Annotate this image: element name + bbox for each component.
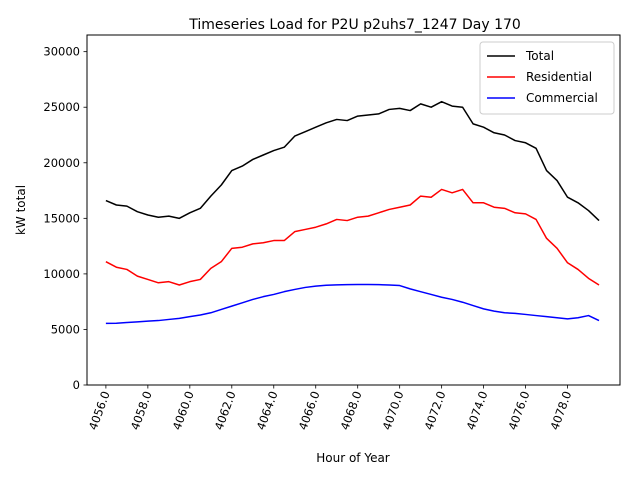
y-axis: 0 5000 10000 15000 20000 25000 30000 (43, 45, 87, 392)
y-tick-label: 10000 (43, 267, 80, 281)
y-tick-label: 20000 (43, 156, 80, 170)
series-layer (105, 100, 600, 325)
plot-frame (86, 34, 621, 386)
legend: Total Residential Commercial (479, 41, 615, 115)
legend-box (479, 41, 615, 115)
x-axis-label: Hour of Year (316, 451, 390, 465)
series-line-residential (105, 188, 600, 286)
y-axis-label: kW total (14, 185, 28, 235)
legend-label-residential: Residential (526, 70, 592, 84)
chart-title: Timeseries Load for P2U p2uhs7_1247 Day … (188, 17, 521, 33)
legend-label-total: Total (525, 49, 554, 63)
legend-label-commercial: Commercial (526, 91, 598, 105)
series-line-commercial (105, 283, 600, 325)
y-tick-label: 25000 (43, 100, 80, 114)
y-tick-label: 5000 (51, 322, 80, 336)
series-line-total (105, 100, 600, 222)
y-tick-label: 15000 (43, 211, 80, 225)
y-tick-label: 0 (73, 378, 80, 392)
y-tick-label: 30000 (43, 45, 80, 59)
